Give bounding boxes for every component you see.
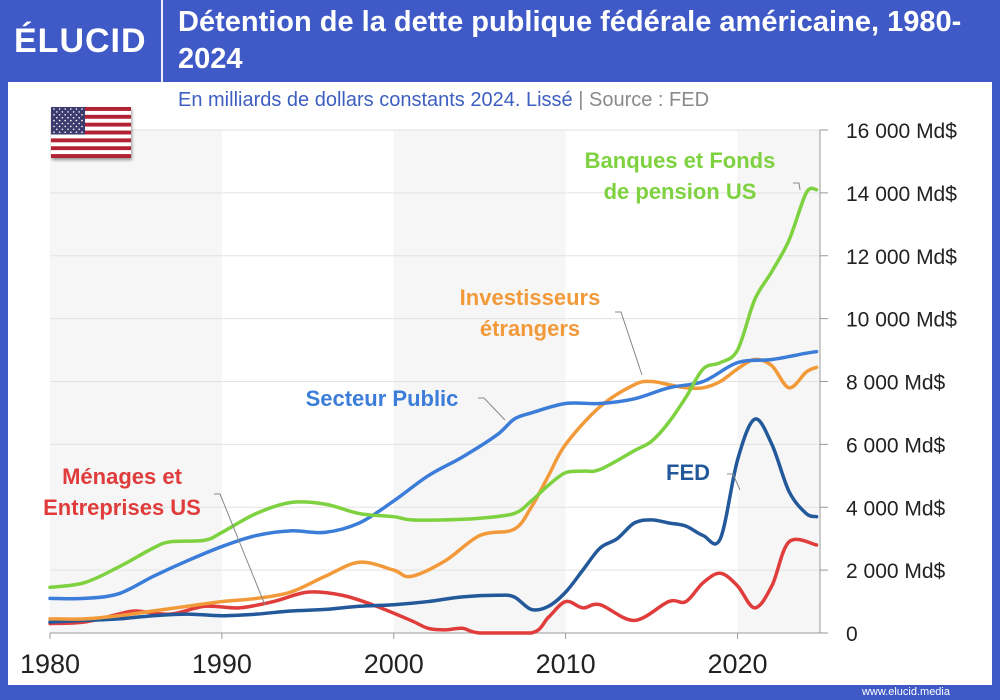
x-tick-label: 1990 <box>192 649 252 679</box>
x-tick-label: 2010 <box>536 649 596 679</box>
y-tick-label: 4 000 Md$ <box>846 497 946 520</box>
series-label: Investisseurs <box>460 285 601 310</box>
us-flag-icon <box>51 107 131 158</box>
elucid-logo: ÉLUCID <box>14 22 147 60</box>
label-leader-line <box>793 182 801 191</box>
y-tick-label: 12 000 Md$ <box>846 246 957 269</box>
series-line-2 <box>48 349 819 601</box>
series-line-0 <box>48 186 819 590</box>
series-label: Ménages et <box>62 464 182 489</box>
header: ÉLUCID Détention de la dette publique fé… <box>0 0 1000 82</box>
label-leader-line <box>615 311 643 376</box>
subtitle-text: En milliards de dollars constants 2024. … <box>178 89 573 111</box>
y-tick-label: 16 000 Md$ <box>846 120 957 143</box>
y-tick-label: 8 000 Md$ <box>846 372 946 395</box>
subtitle-separator: | <box>578 89 584 111</box>
series-label: de pension US <box>604 179 757 204</box>
series-line-4 <box>48 537 819 635</box>
chart-title: Détention de la dette publique fédérale … <box>178 6 962 75</box>
y-tick-label: 14 000 Md$ <box>846 183 957 206</box>
label-leader-line <box>727 473 741 491</box>
series-label: FED <box>666 460 710 485</box>
y-tick-label: 6 000 Md$ <box>846 434 946 457</box>
series-label: Banques et Fonds <box>585 148 776 173</box>
series-label: étrangers <box>480 316 580 341</box>
y-tick-label: 10 000 Md$ <box>846 309 957 332</box>
x-tick-label: 2000 <box>364 649 424 679</box>
x-tick-label: 1980 <box>20 649 80 679</box>
chart-subtitle: En milliards de dollars constants 2024. … <box>178 89 709 112</box>
footer-url: www.elucid.media <box>861 686 950 698</box>
label-leader-line <box>214 493 266 606</box>
series-label: Entreprises US <box>43 495 201 520</box>
label-leader-line <box>478 397 506 421</box>
source-label: Source : FED <box>588 89 710 111</box>
y-tick-label: 2 000 Md$ <box>846 560 946 583</box>
x-tick-label: 2020 <box>707 649 767 679</box>
series-label: Secteur Public <box>306 386 459 411</box>
series-line-1 <box>48 357 819 621</box>
y-tick-label: 0 <box>846 623 858 646</box>
series-line-3 <box>48 417 819 624</box>
header-divider <box>161 0 163 82</box>
